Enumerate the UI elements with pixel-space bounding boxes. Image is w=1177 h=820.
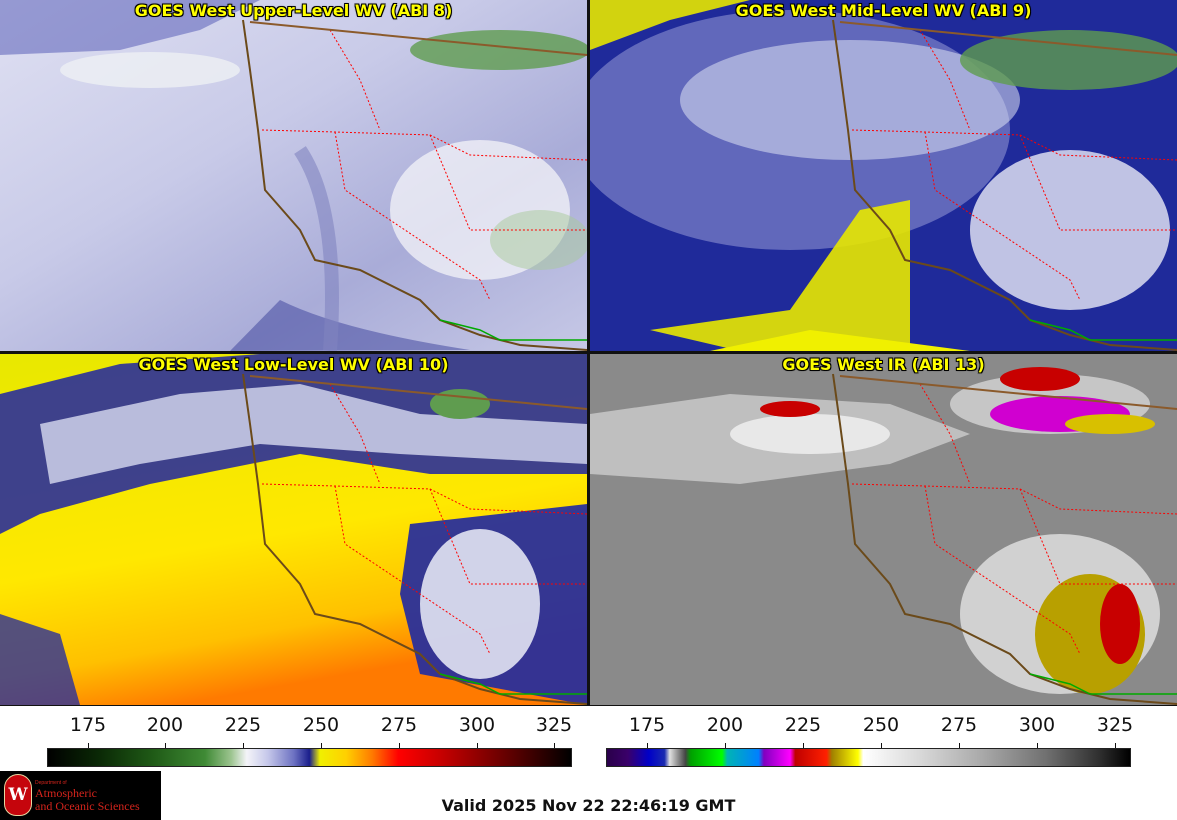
panel-low-level-wv: GOES West Low-Level WV (ABI 10) bbox=[0, 354, 587, 705]
colorbar-tick-mark bbox=[477, 743, 478, 748]
colorbar-tick-mark bbox=[803, 743, 804, 748]
colorbar-tick-label: 325 bbox=[535, 714, 573, 736]
logo-line-1: Atmospheric bbox=[35, 786, 97, 800]
wv-colorbar: 175 200 225 250 275 300 325 bbox=[47, 714, 572, 770]
panel-title: GOES West Mid-Level WV (ABI 9) bbox=[735, 1, 1032, 20]
colorbar-tick-label: 250 bbox=[302, 714, 340, 736]
colorbar-tick-label: 175 bbox=[69, 714, 107, 736]
wv-colorbar-gradient bbox=[47, 748, 572, 767]
colorbar-tick-label: 200 bbox=[706, 714, 744, 736]
upper-level-wv-image bbox=[0, 0, 587, 351]
panel-divider-horizontal bbox=[0, 351, 1177, 354]
uw-crest-icon: W bbox=[4, 774, 32, 816]
colorbar-tick-label: 250 bbox=[862, 714, 900, 736]
colorbar-tick-mark bbox=[243, 743, 244, 748]
panel-title: GOES West IR (ABI 13) bbox=[782, 355, 985, 374]
valid-time: Valid 2025 Nov 22 22:46:19 GMT bbox=[441, 796, 736, 815]
colorbar-tick-label: 225 bbox=[224, 714, 262, 736]
colorbar-tick-mark bbox=[959, 743, 960, 748]
colorbar-tick-label: 175 bbox=[628, 714, 666, 736]
colorbar-tick-mark bbox=[1037, 743, 1038, 748]
colorbar-tick-mark bbox=[647, 743, 648, 748]
ir-colorbar: 175 200 225 250 275 300 325 bbox=[606, 714, 1134, 770]
colorbar-tick-label: 325 bbox=[1096, 714, 1134, 736]
colorbar-tick-mark bbox=[725, 743, 726, 748]
panel-mid-level-wv: GOES West Mid-Level WV (ABI 9) bbox=[590, 0, 1177, 351]
colorbar-tick-mark bbox=[881, 743, 882, 748]
colorbar-tick-label: 300 bbox=[1018, 714, 1056, 736]
colorbar-tick-label: 275 bbox=[380, 714, 418, 736]
colorbar-tick-mark bbox=[1115, 743, 1116, 748]
low-level-wv-image bbox=[0, 354, 587, 705]
colorbar-tick-mark bbox=[165, 743, 166, 748]
panel-title: GOES West Low-Level WV (ABI 10) bbox=[138, 355, 449, 374]
colorbar-tick-mark bbox=[88, 743, 89, 748]
colorbar-tick-mark bbox=[321, 743, 322, 748]
colorbar-tick-label: 200 bbox=[146, 714, 184, 736]
panel-upper-level-wv: GOES West Upper-Level WV (ABI 8) bbox=[0, 0, 587, 351]
ir-colorbar-gradient bbox=[606, 748, 1131, 767]
logo-line-2: and Oceanic Sciences bbox=[35, 799, 140, 813]
colorbar-tick-mark bbox=[554, 743, 555, 748]
colorbar-tick-label: 275 bbox=[940, 714, 978, 736]
ir-image bbox=[590, 354, 1177, 705]
panel-title: GOES West Upper-Level WV (ABI 8) bbox=[134, 1, 453, 20]
logo-department-text: Department of bbox=[35, 780, 67, 786]
colorbar-tick-mark bbox=[399, 743, 400, 748]
panel-ir: GOES West IR (ABI 13) bbox=[590, 354, 1177, 705]
panel-bottom-border bbox=[0, 705, 1177, 706]
colorbar-tick-label: 225 bbox=[784, 714, 822, 736]
colorbar-tick-label: 300 bbox=[458, 714, 496, 736]
aos-logo[interactable]: W Department of Atmospheric and Oceanic … bbox=[0, 771, 161, 820]
mid-level-wv-image bbox=[590, 0, 1177, 351]
